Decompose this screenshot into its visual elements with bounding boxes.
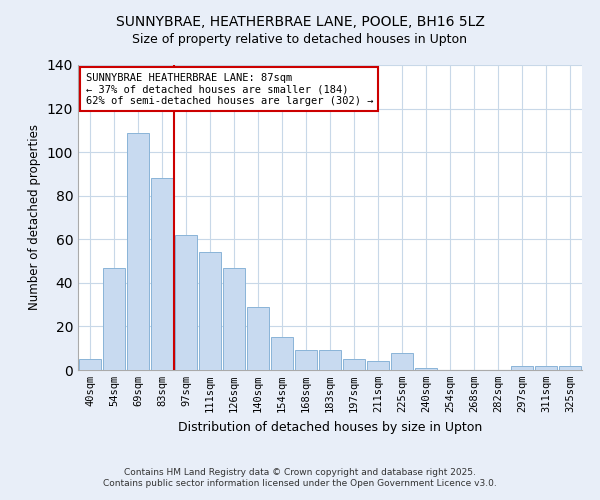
Bar xyxy=(415,368,437,370)
Text: SUNNYBRAE, HEATHERBRAE LANE, POOLE, BH16 5LZ: SUNNYBRAE, HEATHERBRAE LANE, POOLE, BH16… xyxy=(116,15,484,29)
Text: SUNNYBRAE HEATHERBRAE LANE: 87sqm
← 37% of detached houses are smaller (184)
62%: SUNNYBRAE HEATHERBRAE LANE: 87sqm ← 37% … xyxy=(86,72,373,106)
Bar xyxy=(319,350,341,370)
Bar xyxy=(79,359,101,370)
Text: Size of property relative to detached houses in Upton: Size of property relative to detached ho… xyxy=(133,32,467,46)
Text: Contains HM Land Registry data © Crown copyright and database right 2025.
Contai: Contains HM Land Registry data © Crown c… xyxy=(103,468,497,487)
Y-axis label: Number of detached properties: Number of detached properties xyxy=(28,124,41,310)
Bar xyxy=(391,352,413,370)
Bar xyxy=(223,268,245,370)
Bar xyxy=(511,366,533,370)
Bar xyxy=(271,338,293,370)
Bar xyxy=(103,268,125,370)
X-axis label: Distribution of detached houses by size in Upton: Distribution of detached houses by size … xyxy=(178,420,482,434)
Bar xyxy=(151,178,173,370)
Bar xyxy=(295,350,317,370)
Bar xyxy=(175,235,197,370)
Bar xyxy=(559,366,581,370)
Bar xyxy=(199,252,221,370)
Bar xyxy=(367,362,389,370)
Bar xyxy=(535,366,557,370)
Bar xyxy=(127,132,149,370)
Bar xyxy=(343,359,365,370)
Bar xyxy=(247,307,269,370)
